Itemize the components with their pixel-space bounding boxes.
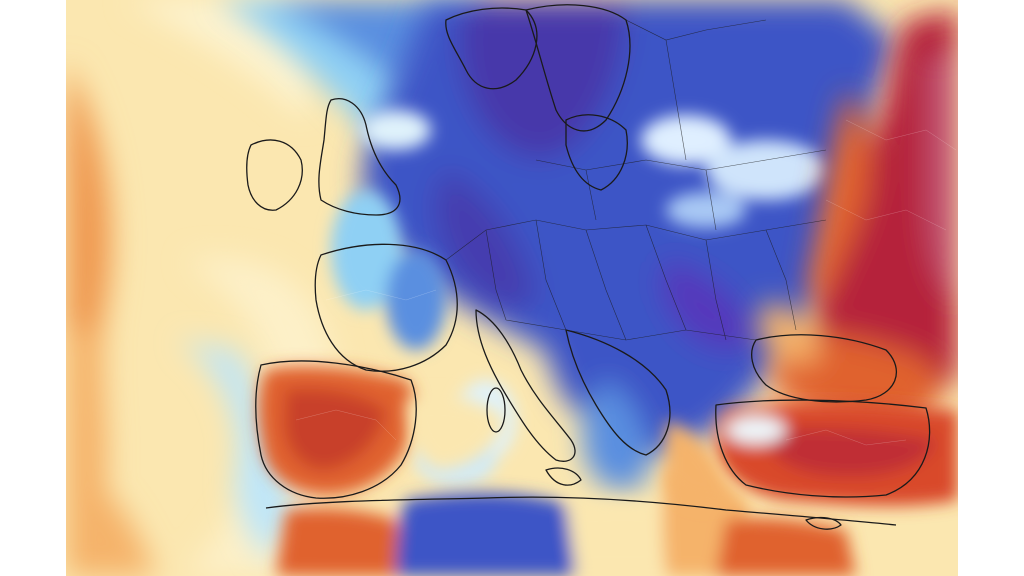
temperature-anomaly-map	[66, 0, 958, 576]
anatolia-hot	[716, 402, 958, 506]
eastern-warm-field	[756, 10, 958, 424]
mediterranean-sea	[406, 396, 726, 504]
north-africa	[276, 470, 856, 576]
regional-boundaries	[295, 119, 957, 446]
country-borders	[445, 19, 827, 341]
europe-cold-field	[362, 0, 896, 491]
iberia-hot	[258, 365, 416, 495]
map-canvas	[66, 0, 958, 576]
coastlines	[246, 4, 931, 530]
atlantic-warm-field	[66, 0, 339, 576]
